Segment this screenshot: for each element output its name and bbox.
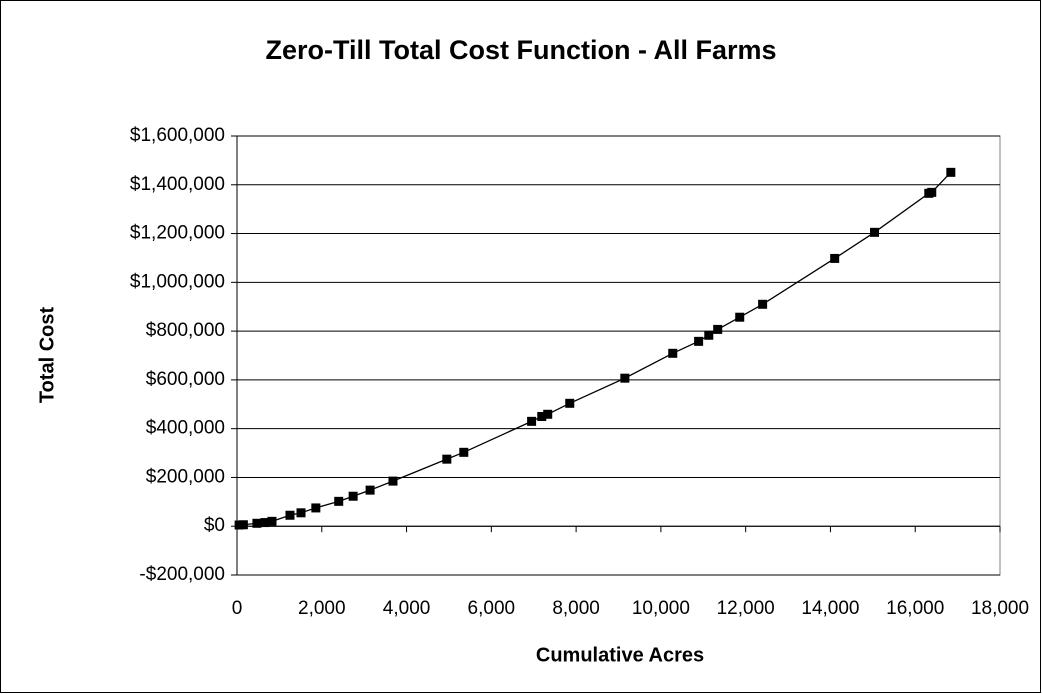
y-tick-label: $0 [204, 515, 225, 536]
y-axis-title: Total Cost [36, 307, 58, 404]
data-point [758, 299, 768, 309]
data-point [565, 398, 575, 408]
data-point [334, 496, 344, 506]
y-tick-label: $600,000 [146, 369, 225, 390]
data-point [442, 454, 452, 464]
data-point [311, 503, 321, 513]
data-point [668, 348, 678, 358]
data-point [830, 253, 840, 263]
data-point [543, 409, 553, 419]
data-point [927, 187, 937, 197]
x-axis-title: Cumulative Acres [536, 644, 704, 666]
data-point [267, 516, 277, 526]
data-point [285, 510, 295, 520]
y-tick-label: $1,400,000 [130, 174, 225, 195]
x-tick-label: 14,000 [801, 598, 859, 619]
x-tick-label: 16,000 [886, 598, 944, 619]
y-tick-label: $800,000 [146, 320, 225, 341]
data-point [946, 167, 956, 177]
y-tick-label: $1,000,000 [130, 271, 225, 292]
data-point [537, 411, 547, 421]
y-tick-label: $400,000 [146, 418, 225, 439]
x-tick-label: 4,000 [383, 598, 431, 619]
data-point [365, 485, 375, 495]
y-tick-label: -$200,000 [139, 564, 225, 585]
data-point [252, 518, 262, 528]
data-point [735, 312, 745, 322]
x-tick-label: 2,000 [298, 598, 346, 619]
data-point [713, 324, 723, 334]
data-point [459, 447, 469, 457]
y-tick-label: $1,600,000 [130, 125, 225, 146]
data-point [870, 227, 880, 237]
plot-area [236, 135, 1001, 576]
x-tick-label: 0 [232, 598, 243, 619]
x-tick-label: 18,000 [971, 598, 1029, 619]
data-point [704, 330, 714, 340]
x-tick-label: 10,000 [632, 598, 690, 619]
data-point [388, 476, 398, 486]
chart-title: Zero-Till Total Cost Function - All Farm… [265, 35, 776, 65]
data-point [296, 508, 306, 518]
data-point [694, 336, 704, 346]
data-point [527, 416, 537, 426]
data-point [348, 491, 358, 501]
data-point [260, 518, 270, 528]
data-point [238, 520, 248, 530]
x-tick-label: 6,000 [468, 598, 516, 619]
y-tick-label: $1,200,000 [130, 223, 225, 244]
y-tick-label: $200,000 [146, 466, 225, 487]
x-tick-label: 12,000 [717, 598, 775, 619]
x-tick-label: 8,000 [552, 598, 600, 619]
data-point [620, 373, 630, 383]
